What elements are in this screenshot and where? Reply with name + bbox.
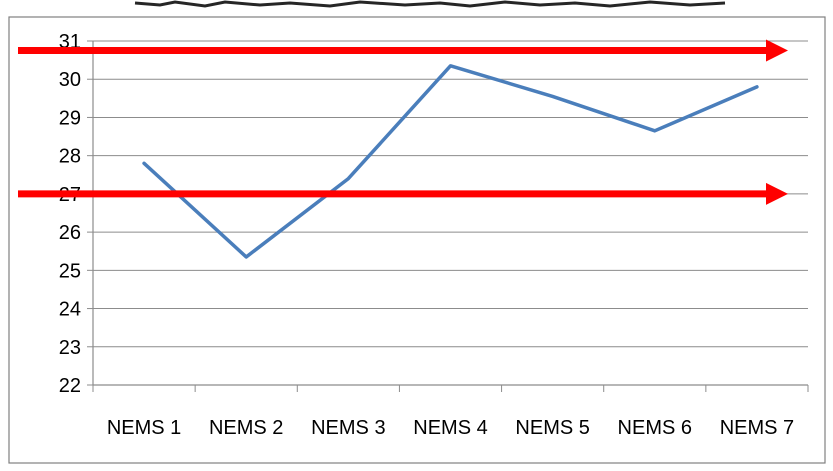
x-tick-label: NEMS 4: [413, 417, 487, 439]
y-tick-label: 24: [59, 299, 81, 321]
y-tick-label: 28: [59, 146, 81, 168]
x-tick-label: NEMS 2: [209, 417, 283, 439]
x-tick-labels: NEMS 1 NEMS 2 NEMS 3 NEMS 4 NEMS 5 NEMS 6 NEMS…: [107, 417, 794, 439]
series-line: [144, 66, 757, 257]
x-tick-label: NEMS 7: [720, 417, 794, 439]
y-tick-label: 30: [59, 69, 81, 91]
y-tick-label: 22: [59, 375, 81, 397]
clipped-heading-strip: [130, 0, 730, 6]
x-tick-label: NEMS 1: [107, 417, 181, 439]
x-tick-label: NEMS 3: [311, 417, 385, 439]
x-tick-label: NEMS 6: [618, 417, 692, 439]
y-tick-labels: 22232425262728293031: [59, 31, 81, 397]
y-tick-label: 25: [59, 260, 81, 282]
y-tick-label: 26: [59, 222, 81, 244]
x-tick-label: NEMS 5: [515, 417, 589, 439]
series-lines: [144, 66, 757, 257]
y-tick-label: 23: [59, 337, 81, 359]
reference-arrows: [18, 51, 766, 194]
y-tick-label: 29: [59, 107, 81, 129]
chart-border: [9, 17, 825, 463]
axes: [87, 41, 808, 392]
